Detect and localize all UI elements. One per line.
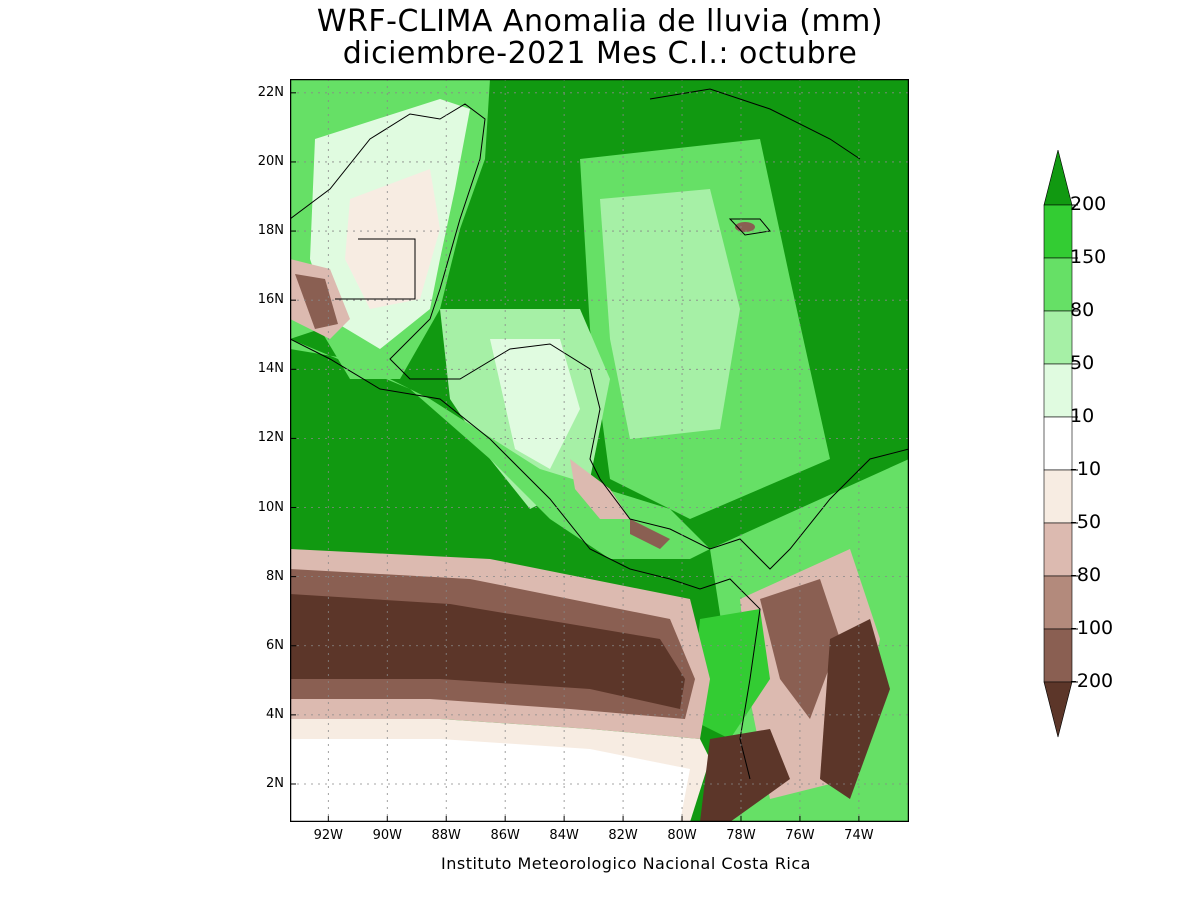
lon-tick-label: 82W — [608, 828, 638, 843]
chart-subtitle: diciembre-2021 Mes C.I.: octubre — [342, 36, 858, 71]
colorbar-segment — [1043, 522, 1073, 577]
credit-text: Instituto Meteorologico Nacional Costa R… — [441, 854, 811, 873]
colorbar-segment — [1043, 257, 1073, 312]
colorbar — [1043, 150, 1078, 738]
colorbar-segment — [1043, 310, 1073, 365]
field-colombia-deficit — [760, 579, 840, 719]
lat-tick-label: 20N — [257, 153, 284, 169]
field-colombia-wet — [690, 609, 770, 739]
field-panama-deficit — [630, 519, 670, 549]
colorbar-segment — [1043, 363, 1073, 418]
field-colombia-strong-deficit — [820, 619, 890, 799]
lon-tick-label: 78W — [726, 828, 756, 843]
colorbar-label: -10 — [1070, 458, 1102, 480]
lon-tick-label: 88W — [431, 828, 461, 843]
lon-tick-label: 76W — [785, 828, 815, 843]
lon-tick-label: 84W — [549, 828, 579, 843]
lat-tick-label: 8N — [266, 568, 284, 584]
lat-tick-label: 4N — [266, 706, 284, 722]
field-nicaragua-light — [490, 339, 580, 469]
lat-tick-label: 14N — [257, 361, 284, 377]
lon-tick-label: 92W — [313, 828, 344, 843]
lat-tick-label: 6N — [266, 637, 284, 653]
colorbar-segment — [1043, 204, 1073, 259]
pacific-coastline — [290, 338, 761, 780]
colorbar-segment — [1043, 575, 1073, 630]
lon-tick-label: 86W — [490, 828, 520, 843]
lat-tick-label: 18N — [257, 223, 284, 239]
field-caribbean-lighter — [600, 189, 740, 439]
colorbar-label: -200 — [1070, 670, 1114, 692]
field-chiapas-deficit — [295, 274, 338, 329]
guatemala-border — [335, 238, 416, 300]
jamaica-outline — [728, 218, 771, 236]
caribbean-coastline — [290, 103, 909, 570]
rainfall-anomaly-map — [290, 79, 909, 822]
lon-tick-label: 90W — [372, 828, 402, 843]
lat-tick-label: 22N — [257, 84, 284, 100]
colorbar-segment — [1043, 469, 1073, 524]
lat-tick-label: 12N — [257, 430, 284, 446]
colorbar-segment — [1043, 416, 1073, 471]
colorbar-bottom-arrow — [1043, 681, 1073, 738]
colorbar-top-arrow — [1043, 150, 1073, 206]
field-equatorial-normal — [290, 739, 690, 822]
field-ecuador-deficit — [700, 729, 790, 822]
lat-tick-label: 16N — [257, 292, 284, 308]
field-pacific-strong-deficit — [290, 594, 685, 709]
lat-tick-label: 2N — [266, 775, 284, 791]
map-gridlines — [290, 79, 909, 822]
colorbar-label: -80 — [1070, 564, 1102, 586]
coastlines — [290, 88, 909, 780]
lon-tick-label: 80W — [667, 828, 697, 843]
map-border — [290, 79, 909, 822]
colorbar-label: 200 — [1070, 193, 1107, 215]
lat-tick-label: 10N — [257, 499, 284, 515]
chart-title: WRF-CLIMA Anomalia de lluvia (mm) — [316, 4, 884, 39]
cuba-coastline — [649, 88, 861, 160]
colorbar-segment — [1043, 628, 1073, 683]
anomaly-field — [290, 79, 909, 822]
colorbar-label: 50 — [1070, 352, 1095, 374]
colorbar-label: -50 — [1070, 511, 1102, 533]
colorbar-label: 80 — [1070, 299, 1095, 321]
colorbar-label: -100 — [1070, 617, 1114, 639]
colorbar-label: 10 — [1070, 405, 1095, 427]
colorbar-label: 150 — [1070, 246, 1107, 268]
lon-tick-label: 74W — [844, 828, 874, 843]
field-costa-rica-dry — [570, 459, 630, 519]
